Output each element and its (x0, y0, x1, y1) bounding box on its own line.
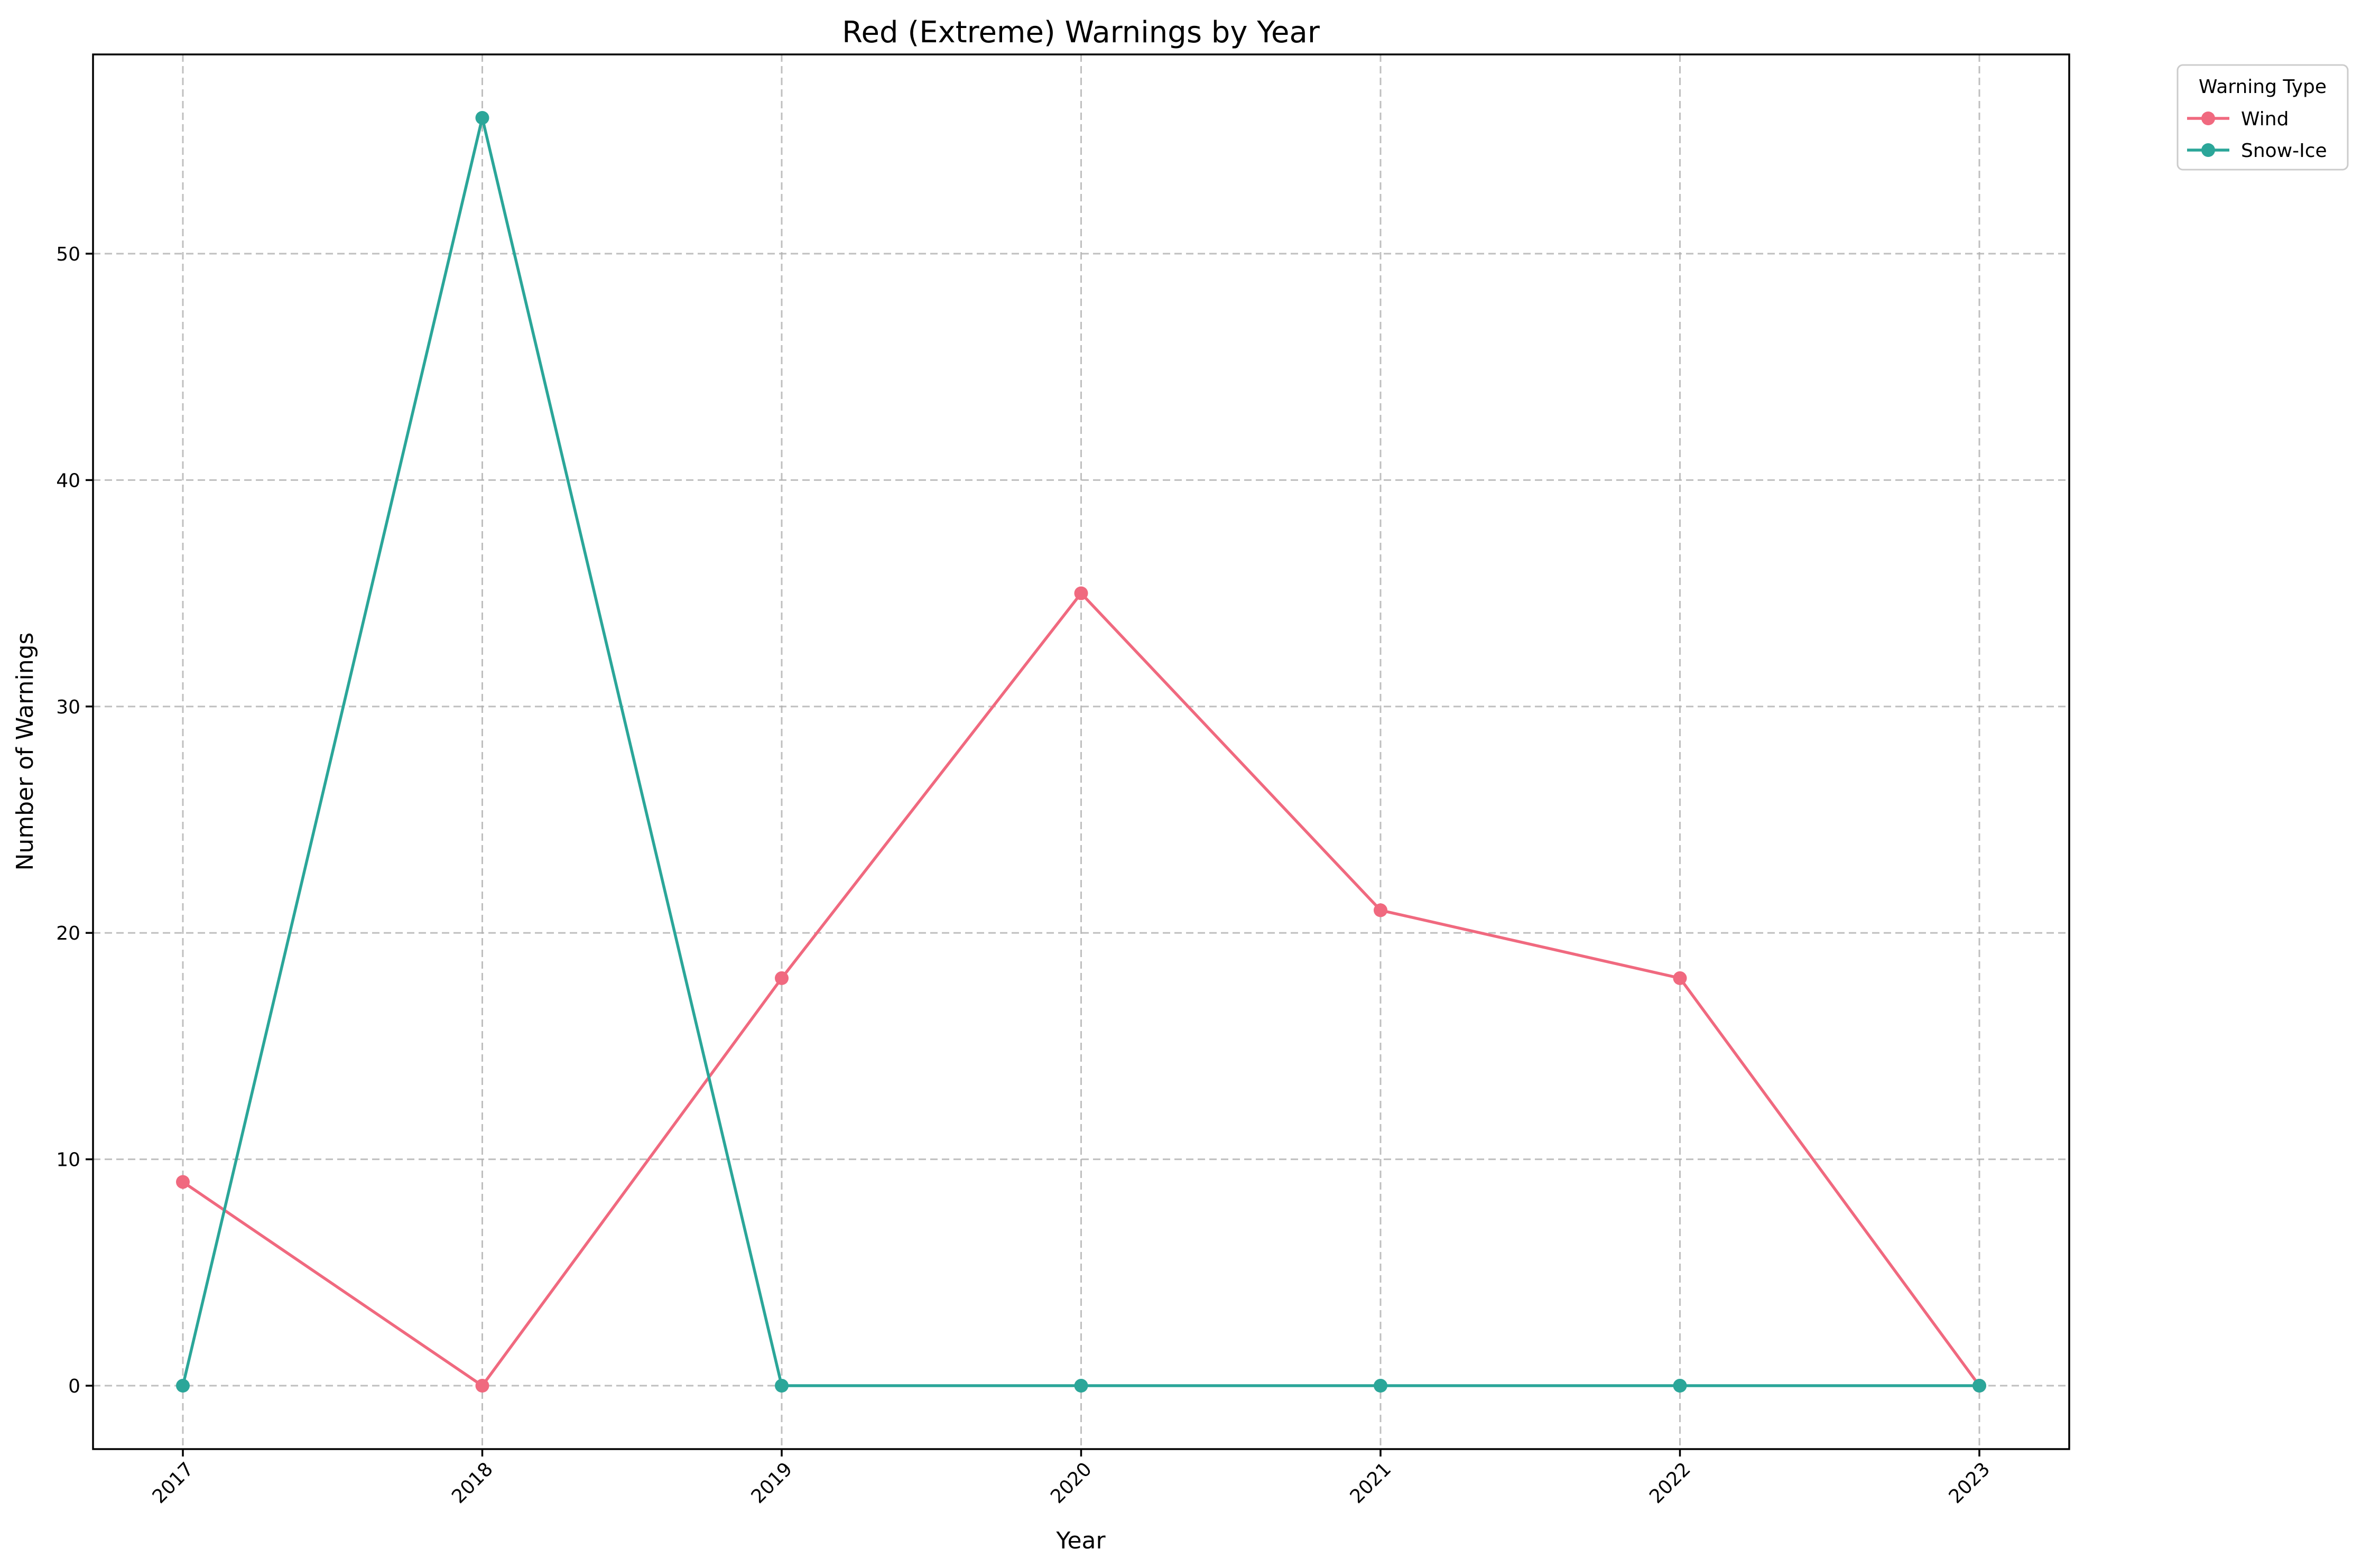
data-point-snow-ice (1374, 1379, 1387, 1393)
data-point-snow-ice (475, 110, 489, 125)
y-tick-label: 50 (56, 244, 80, 265)
y-axis-label: Number of Warnings (12, 633, 39, 871)
y-tick-label: 20 (56, 923, 80, 944)
legend-marker-snow-ice (2201, 143, 2215, 157)
legend-items: Wind Snow-Ice (2187, 108, 2327, 162)
data-point-wind (775, 971, 789, 985)
data-point-snow-ice (775, 1379, 789, 1393)
data-point-wind (1673, 971, 1687, 985)
legend-box (2176, 64, 2349, 171)
y-tick-label: 0 (68, 1376, 80, 1397)
y-tick-label: 10 (56, 1149, 80, 1171)
legend-item-wind: Wind (2187, 108, 2289, 130)
x-axis-label: Year (1055, 1527, 1106, 1554)
legend-item-snow-ice: Snow-Ice (2187, 140, 2327, 162)
data-point-wind (1374, 903, 1387, 917)
legend-label-snow-ice: Snow-Ice (2241, 140, 2327, 162)
legend-label-wind: Wind (2241, 108, 2289, 130)
data-point-wind (475, 1379, 489, 1393)
series-points (176, 110, 1986, 1393)
legend: Warning Type Wind Snow-Ice (2176, 64, 2349, 171)
data-point-wind (1074, 586, 1088, 600)
data-point-snow-ice (176, 1379, 190, 1393)
data-point-snow-ice (1074, 1379, 1088, 1393)
legend-marker-wind (2201, 112, 2215, 125)
y-tick-label: 30 (56, 697, 80, 718)
data-point-snow-ice (1673, 1379, 1687, 1393)
data-point-wind (176, 1175, 190, 1189)
legend-title: Warning Type (2199, 76, 2327, 98)
data-point-snow-ice (1972, 1379, 1986, 1393)
chart-title: Red (Extreme) Warnings by Year (842, 15, 1320, 50)
y-axis: 0 10 20 30 40 50 (56, 244, 93, 1397)
y-tick-label: 40 (56, 470, 80, 491)
